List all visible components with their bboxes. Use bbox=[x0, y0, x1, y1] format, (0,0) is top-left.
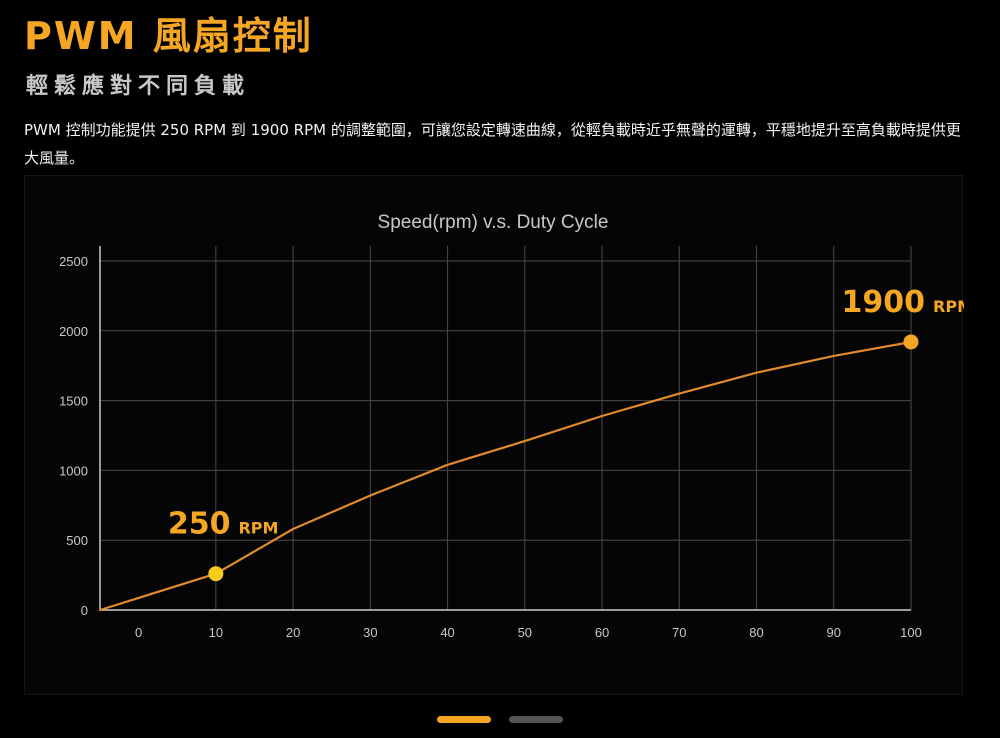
page-description: PWM 控制功能提供 250 RPM 到 1900 RPM 的調整範圍，可讓您設… bbox=[24, 121, 961, 167]
chart-title: Speed(rpm) v.s. Duty Cycle bbox=[378, 212, 609, 233]
data-point-250-rpm bbox=[208, 566, 224, 582]
x-tick-label-10: 10 bbox=[209, 625, 223, 640]
pager-dot-1[interactable] bbox=[437, 716, 491, 723]
annotation-value: 1900 bbox=[842, 285, 926, 320]
y-tick-label-2000: 2000 bbox=[59, 324, 88, 339]
speed-duty-chart: Speed(rpm) v.s. Duty Cycle 0500100015002… bbox=[59, 212, 964, 640]
chart-axes bbox=[99, 246, 911, 611]
annotation-unit: RPM bbox=[238, 519, 278, 538]
x-tick-label-100: 100 bbox=[900, 625, 922, 640]
y-tick-label-1500: 1500 bbox=[59, 394, 88, 409]
series-line-0 bbox=[98, 340, 913, 612]
x-tick-label-0: 0 bbox=[135, 625, 142, 640]
chart-tick-labels: 0 500 1000 1500 2000 2500 0 10 20 30 40 50 60 70 80 90 1… bbox=[59, 254, 922, 640]
page-title: PWM 風扇控制 bbox=[24, 14, 313, 58]
x-tick-label-50: 50 bbox=[518, 625, 532, 640]
x-tick-label-70: 70 bbox=[672, 625, 686, 640]
annotation-unit: RPM bbox=[933, 297, 964, 316]
chart-panel: Speed(rpm) v.s. Duty Cycle 0 500 1000 1500 2… bbox=[24, 175, 964, 695]
x-tick-label-80: 80 bbox=[749, 625, 763, 640]
data-point-1900-rpm bbox=[903, 334, 919, 350]
page-subtitle: 輕鬆應對不同負載 bbox=[26, 74, 251, 99]
x-tick-label-90: 90 bbox=[827, 625, 841, 640]
chart-series bbox=[98, 340, 913, 612]
chart-annotations: 250 RPM 1900 RPM bbox=[168, 285, 964, 542]
y-tick-label-0: 0 bbox=[81, 603, 88, 618]
y-tick-label-500: 500 bbox=[66, 533, 88, 548]
x-tick-label-30: 30 bbox=[363, 625, 377, 640]
x-tick-label-60: 60 bbox=[595, 625, 609, 640]
annotation-value: 250 bbox=[168, 507, 231, 542]
y-tick-label-2500: 2500 bbox=[59, 254, 88, 269]
slide-pager bbox=[0, 716, 1000, 726]
y-tick-label-1000: 1000 bbox=[59, 463, 88, 478]
x-tick-label-20: 20 bbox=[286, 625, 300, 640]
pager-dot-2[interactable] bbox=[509, 716, 563, 723]
annotation-1900-rpm: 1900 RPM bbox=[842, 285, 964, 320]
x-tick-label-40: 40 bbox=[440, 625, 454, 640]
chart-markers bbox=[208, 334, 919, 582]
annotation-250-rpm: 250 RPM bbox=[168, 507, 279, 542]
chart-grid bbox=[100, 246, 912, 610]
